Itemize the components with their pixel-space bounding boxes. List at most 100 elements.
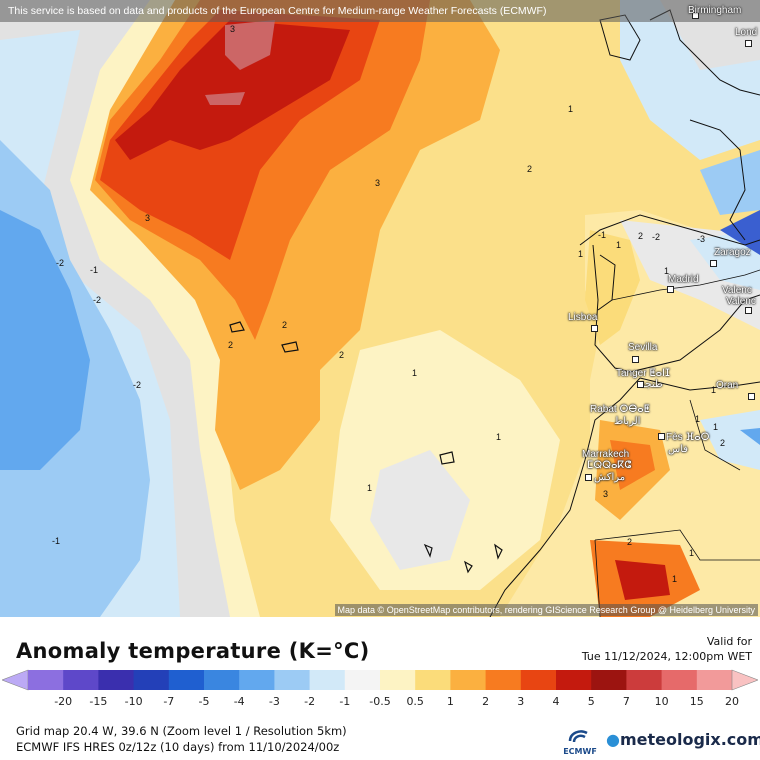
contour-label: 1 bbox=[695, 414, 701, 424]
scale-tick-label: 5 bbox=[587, 695, 595, 708]
contour-label: 3 bbox=[375, 178, 381, 188]
scale-swatch bbox=[274, 670, 311, 690]
city-dot bbox=[748, 393, 755, 400]
scale-swatch bbox=[661, 670, 698, 690]
contour-label: 1 bbox=[689, 548, 695, 558]
scale-tick-label: 0.5 bbox=[406, 695, 424, 708]
city-oran[interactable]: Oran bbox=[716, 380, 739, 391]
city-tanger[interactable]: Tanger ⵟⴰⵏⵊ bbox=[616, 368, 671, 379]
map-attribution[interactable]: Map data © OpenStreetMap contributors, r… bbox=[334, 604, 758, 616]
city-fes[interactable]: Fès ⴼⴰⵙ bbox=[666, 432, 710, 443]
contour-label: 3 bbox=[230, 24, 236, 34]
contour-label: -1 bbox=[598, 230, 607, 240]
contour-label: 1 bbox=[367, 483, 373, 493]
city-lisboa[interactable]: Lisboa bbox=[568, 312, 598, 323]
legend-title: Anomaly temperature (K=°C) bbox=[16, 639, 370, 663]
city-sevilla[interactable]: Sevilla bbox=[628, 342, 658, 353]
meteologix-icon: ● bbox=[606, 730, 620, 749]
contour-label: 1 bbox=[664, 266, 670, 276]
city-london[interactable]: Lond bbox=[735, 27, 758, 38]
scale-arrow-high bbox=[731, 669, 758, 691]
city-rabat[interactable]: Rabat ⵔⴱⴰⵟ bbox=[590, 404, 650, 415]
scale-tick-label: 10 bbox=[654, 695, 669, 708]
city-valencia-2[interactable]: Valenc bbox=[726, 296, 756, 307]
scale-swatch bbox=[63, 670, 99, 690]
scale-swatch bbox=[309, 670, 346, 690]
city-marrakech-tif[interactable]: ⵎⵕⵕⴰⴽⵛ bbox=[587, 460, 632, 471]
weather-map[interactable]: This service is based on data and produc… bbox=[0, 0, 760, 617]
scale-tick-label: 3 bbox=[517, 695, 525, 708]
contour-label: 2 bbox=[527, 164, 533, 174]
scale-tick-label: -7 bbox=[163, 695, 175, 708]
scale-tick-label: -2 bbox=[304, 695, 316, 708]
ecmwf-logo[interactable]: ECMWF bbox=[556, 729, 604, 757]
scale-arrow-low bbox=[2, 669, 29, 691]
scale-swatch bbox=[450, 670, 487, 690]
contour-label: 2 bbox=[627, 537, 633, 547]
city-rabat-ar[interactable]: الرباط bbox=[614, 416, 641, 427]
scale-swatch bbox=[696, 670, 733, 690]
contour-label: 1 bbox=[568, 104, 574, 114]
city-birmingham[interactable]: Birmingham bbox=[688, 5, 742, 16]
scale-swatch bbox=[415, 670, 451, 690]
contour-label: -1 bbox=[52, 536, 61, 546]
scale-swatch bbox=[98, 670, 135, 690]
city-dot bbox=[632, 356, 639, 363]
ecmwf-label: ECMWF bbox=[563, 747, 597, 756]
scale-tick-label: -1 bbox=[339, 695, 351, 708]
city-dot bbox=[585, 474, 592, 481]
contour-label: -1 bbox=[90, 265, 99, 275]
city-dot bbox=[667, 286, 674, 293]
scale-swatch bbox=[485, 670, 522, 690]
scale-tick-label: 7 bbox=[622, 695, 630, 708]
legend-panel: Anomaly temperature (K=°C) Valid for Tue… bbox=[0, 617, 760, 760]
contour-label: 3 bbox=[145, 213, 151, 223]
contour-label: -2 bbox=[133, 380, 142, 390]
contour-label: 3 bbox=[603, 489, 609, 499]
grid-info: Grid map 20.4 W, 39.6 N (Zoom level 1 / … bbox=[16, 724, 347, 738]
scale-tick-label: -20 bbox=[54, 695, 73, 708]
contour-label: 2 bbox=[638, 231, 644, 241]
city-tanger-ar[interactable]: طنجة bbox=[640, 379, 663, 390]
city-zaragoza[interactable]: Zaragoz bbox=[714, 247, 751, 258]
scale-swatch bbox=[204, 670, 240, 690]
scale-swatch bbox=[591, 670, 627, 690]
color-scale-ticks: -20 -15 -10 -7 -5 -4 -3 -2 -1 -0.5 0.5 1 2 3 4 5 7 10 15 20 bbox=[0, 695, 760, 709]
contour-label: 1 bbox=[672, 574, 678, 584]
brand-name: meteologix bbox=[619, 730, 721, 749]
city-dot bbox=[637, 381, 644, 388]
city-marrakech-ar[interactable]: مراكش bbox=[594, 472, 626, 483]
contour-label: -2 bbox=[652, 232, 661, 242]
color-scale bbox=[2, 669, 758, 691]
city-dot bbox=[692, 12, 699, 19]
anomaly-field bbox=[0, 0, 760, 617]
city-dot bbox=[745, 307, 752, 314]
contour-label: 1 bbox=[616, 240, 622, 250]
contour-label: 2 bbox=[339, 350, 345, 360]
model-info: ECMWF IFS HRES 0z/12z (10 days) from 11/… bbox=[16, 740, 340, 754]
scale-tick-label: 15 bbox=[689, 695, 704, 708]
city-valencia-1[interactable]: Valenc bbox=[722, 285, 752, 296]
brand-domain: .com bbox=[720, 730, 760, 749]
scale-swatch bbox=[28, 670, 64, 690]
valid-time: Tue 11/12/2024, 12:00pm WET bbox=[581, 650, 752, 663]
city-madrid[interactable]: Madrid bbox=[668, 274, 699, 285]
scale-tick-label: -3 bbox=[268, 695, 280, 708]
city-fes-ar[interactable]: فاس bbox=[668, 444, 689, 455]
contour-label: -3 bbox=[697, 234, 706, 244]
city-marrakech[interactable]: Marrakech bbox=[582, 449, 630, 460]
scale-tick-label: 2 bbox=[482, 695, 490, 708]
scale-tick-label: -4 bbox=[233, 695, 245, 708]
scale-tick-label: 20 bbox=[725, 695, 739, 708]
valid-label: Valid for bbox=[706, 635, 752, 648]
city-dot bbox=[710, 260, 717, 267]
scale-tick-label: -5 bbox=[198, 695, 210, 708]
contour-label: -2 bbox=[56, 258, 65, 268]
scale-tick-label: -15 bbox=[89, 695, 108, 708]
contour-label: 2 bbox=[282, 320, 288, 330]
city-dot bbox=[745, 40, 752, 47]
contour-label: 1 bbox=[578, 249, 584, 259]
scale-swatch bbox=[380, 670, 416, 690]
meteologix-logo[interactable]: ●meteologix.com bbox=[606, 730, 760, 749]
contour-label: 1 bbox=[713, 422, 719, 432]
